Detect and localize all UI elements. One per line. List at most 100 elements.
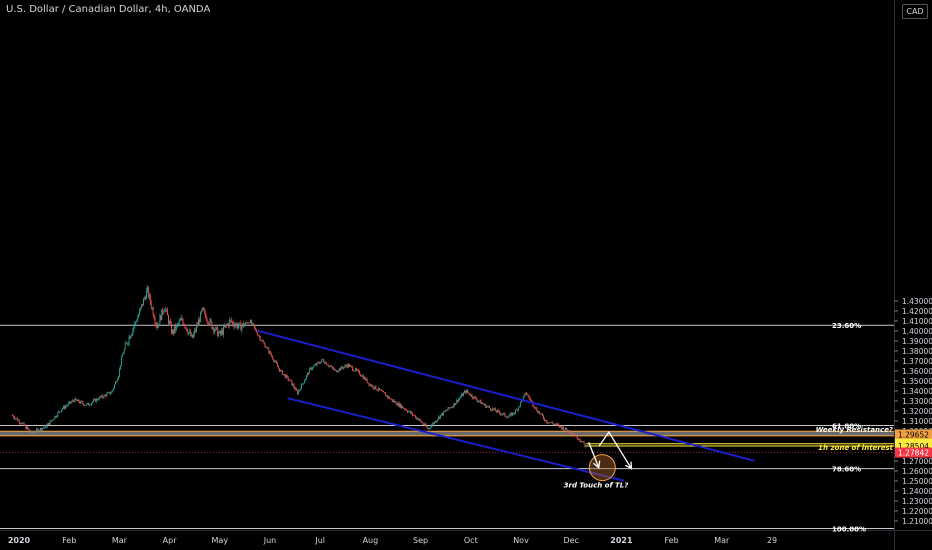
candle-body	[50, 420, 52, 422]
candle-body	[535, 407, 537, 409]
candle-body	[121, 354, 123, 358]
candle-body	[22, 422, 24, 424]
candle-body	[343, 366, 345, 369]
candle-body	[159, 315, 161, 325]
candle-body	[330, 365, 331, 367]
candle-body	[461, 394, 463, 397]
candle-body	[246, 322, 248, 324]
candle-body	[64, 406, 65, 409]
candle-body	[171, 323, 172, 334]
candle-body	[337, 371, 339, 372]
candle-body	[112, 390, 114, 392]
candle-body	[84, 405, 86, 406]
candle-body	[490, 407, 491, 410]
price-tick-label: 1.43000	[902, 297, 932, 306]
candle-body	[276, 361, 277, 364]
candle-body	[571, 433, 573, 435]
candle-body	[235, 323, 237, 325]
candle-body	[178, 321, 180, 324]
candle-body	[51, 420, 53, 422]
candle-body	[93, 399, 95, 400]
candle-body	[206, 320, 208, 322]
candle-body	[203, 310, 205, 312]
candle-body	[431, 425, 433, 428]
candle-body	[146, 287, 148, 291]
candle-body	[150, 302, 152, 308]
candle-body	[183, 323, 185, 325]
candle-body	[382, 390, 383, 392]
candle-body	[387, 396, 389, 398]
candle-body	[191, 334, 193, 337]
candle-body	[261, 340, 263, 342]
candle-body	[429, 427, 431, 429]
candle-body	[259, 336, 261, 341]
candle-body	[14, 418, 16, 420]
candle-body	[438, 416, 440, 419]
candle-body	[321, 359, 323, 362]
candle-body	[466, 390, 468, 393]
candle-body	[141, 304, 143, 308]
candle-body	[197, 324, 198, 326]
candle-body	[468, 392, 470, 395]
candle-body	[158, 324, 160, 325]
candle-body	[98, 396, 100, 400]
candle-body	[133, 326, 135, 329]
candle-body	[584, 443, 586, 447]
candle-body	[507, 417, 509, 418]
channel-layer	[257, 329, 755, 482]
time-tick-label: Mar	[714, 536, 730, 545]
candle-body	[364, 377, 366, 381]
candle-body	[412, 415, 414, 416]
candle-body	[428, 428, 430, 429]
candle-body	[304, 378, 306, 381]
currency-button[interactable]: CAD	[902, 4, 928, 19]
candle-body	[83, 403, 85, 406]
candle-body	[508, 416, 510, 418]
candle-body	[379, 388, 381, 390]
candle-body	[171, 330, 173, 334]
candle-body	[106, 393, 108, 397]
candle-body	[317, 362, 319, 363]
candle-body	[56, 416, 58, 418]
candle-body	[553, 424, 555, 425]
candle-body	[526, 394, 528, 396]
candle-body	[568, 430, 570, 432]
candle-body	[12, 415, 14, 418]
candle-body	[402, 406, 404, 408]
candle-body	[310, 367, 312, 370]
candles-layer	[11, 284, 587, 449]
candle-body	[269, 351, 271, 353]
price-tick-label: 1.23000	[902, 497, 932, 506]
candle-body	[408, 411, 410, 413]
candle-body	[110, 393, 112, 394]
candle-body	[318, 362, 320, 364]
candle-body	[225, 324, 227, 326]
candle-body	[249, 322, 250, 324]
candle-body	[209, 319, 211, 325]
candle-body	[544, 418, 545, 421]
candle-body	[143, 298, 144, 306]
price-tick-label: 1.22000	[902, 507, 932, 516]
candle-body	[77, 399, 79, 402]
candle-body	[326, 362, 328, 365]
candle-body	[509, 414, 511, 417]
candle-body	[62, 408, 64, 410]
price-tick-label: 1.42000	[902, 307, 932, 316]
candle-body	[550, 422, 552, 423]
candle-body	[37, 428, 38, 430]
candle-body	[533, 405, 535, 408]
candle-body	[300, 389, 302, 390]
candle-body	[58, 411, 60, 413]
candle-body	[96, 398, 98, 401]
candle-body	[316, 362, 318, 366]
candle-body	[580, 440, 582, 443]
candle-body	[417, 419, 419, 421]
candle-body	[307, 373, 309, 374]
candle-body	[99, 396, 101, 398]
candle-body	[358, 370, 359, 371]
candle-body	[160, 315, 162, 320]
candle-body	[38, 430, 40, 432]
candle-body	[511, 413, 513, 416]
candle-body	[251, 323, 253, 324]
